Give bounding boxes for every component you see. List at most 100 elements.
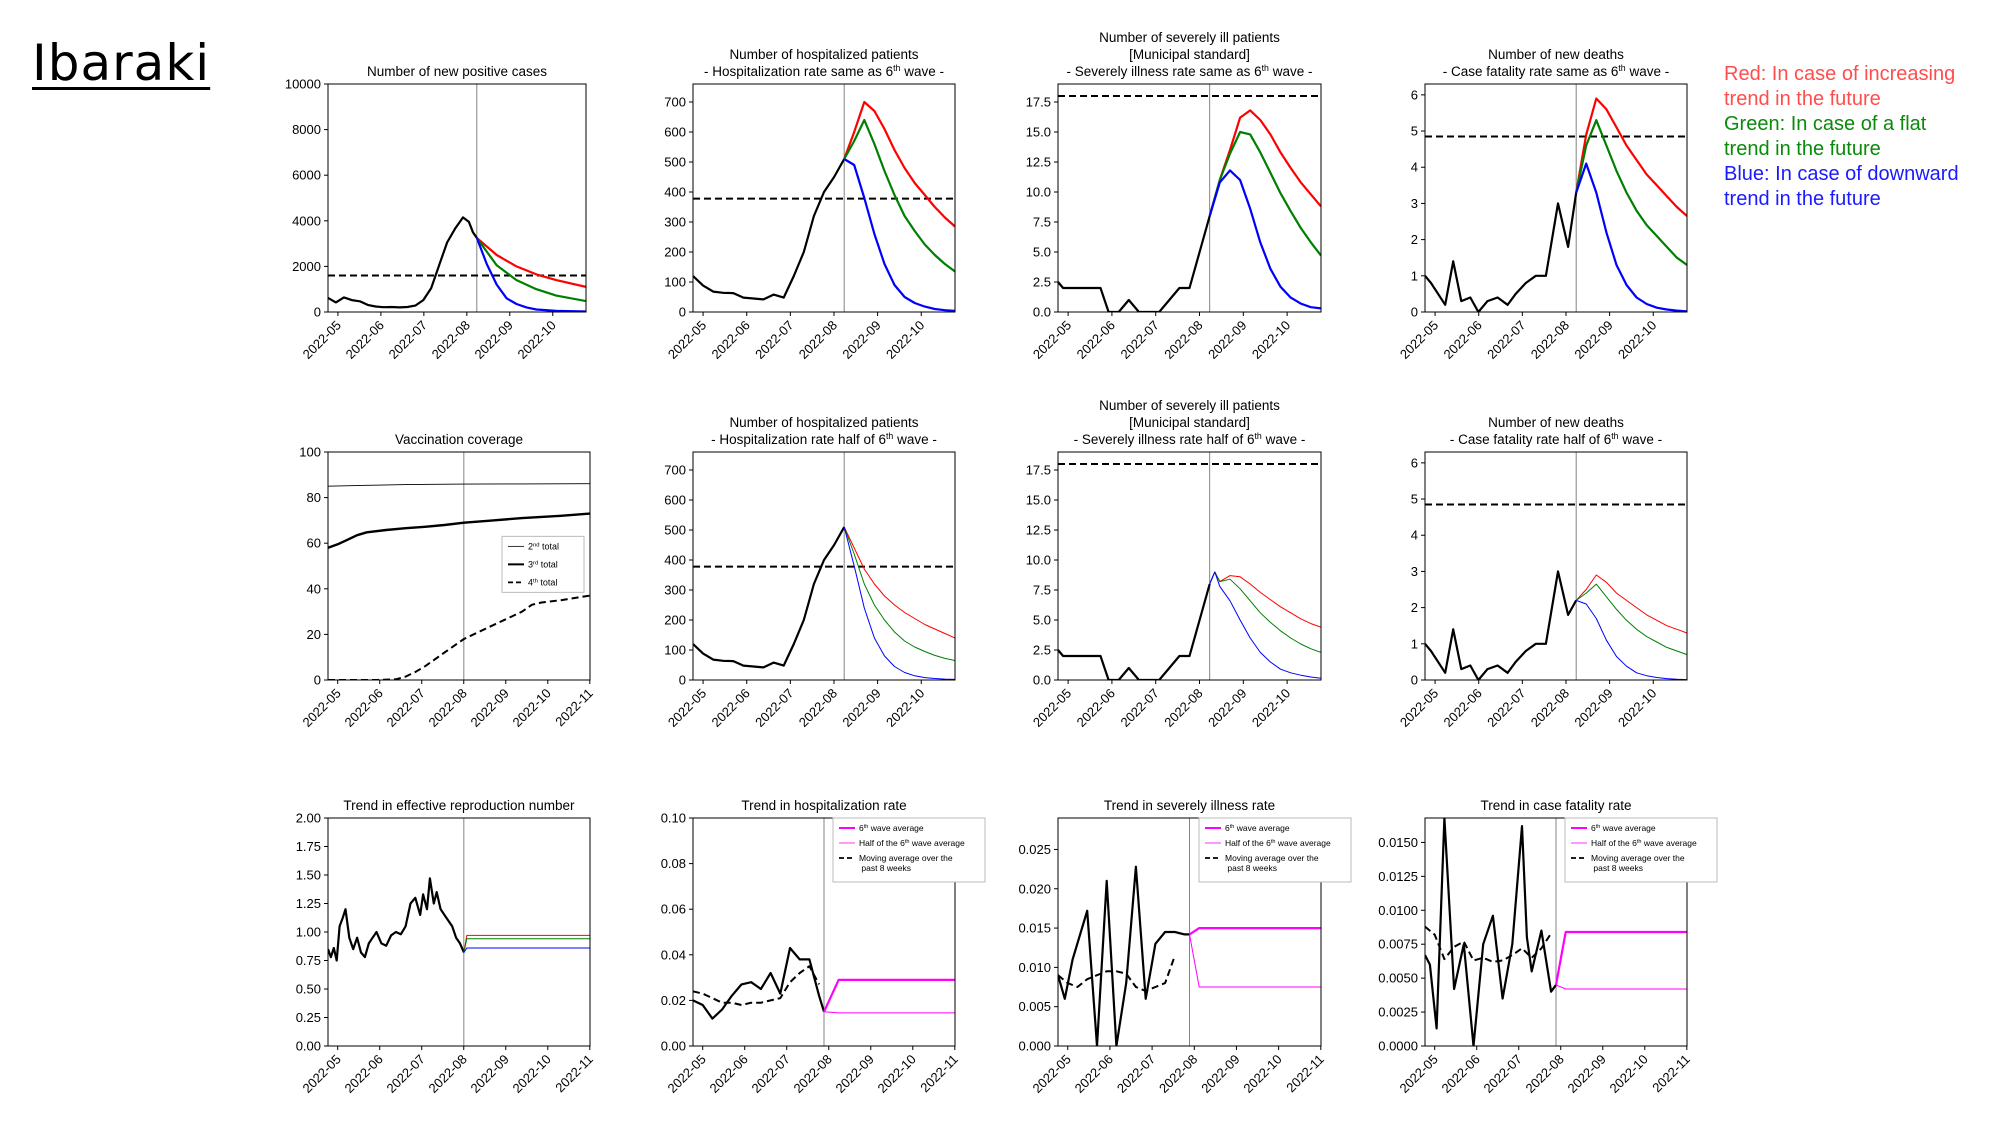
y-tick-label: 17.5 (1026, 463, 1051, 478)
x-tick-label: 2022-05 (1397, 318, 1441, 362)
y-tick-label: 0.0150 (1378, 835, 1418, 850)
chart-title-line: Number of severely ill patients (1099, 398, 1280, 413)
y-tick-label: 0.10 (661, 811, 686, 826)
x-tick-label: 2022-10 (1615, 686, 1659, 730)
x-tick-label: 2022-09 (468, 1052, 512, 1096)
series-line-red (463, 934, 590, 953)
plot-area (1425, 818, 1687, 1046)
x-tick-label: 2022-08 (796, 318, 840, 362)
y-tick-label: 0 (1411, 673, 1418, 688)
x-tick-label: 2022-07 (386, 318, 430, 362)
x-tick-label: 2022-10 (1607, 1052, 1651, 1096)
x-tick-label: 2022-08 (1523, 1052, 1567, 1096)
y-tick-label: 0 (314, 305, 321, 320)
series-line-black (1058, 215, 1211, 312)
series-line-black (1058, 583, 1211, 680)
y-tick-label: 0.0100 (1378, 903, 1418, 918)
y-tick-label: 200 (664, 613, 686, 628)
x-tick-label: 2022-08 (1528, 318, 1572, 362)
chart-title-line: Trend in severely illness rate (1104, 798, 1275, 813)
x-tick-label: 2022-07 (1117, 318, 1161, 362)
y-tick-label: 15.0 (1026, 125, 1051, 140)
series-line-green (1575, 583, 1687, 656)
x-tick-label: 2022-06 (1438, 1052, 1482, 1096)
legend-green-line-2: trend in the future (1724, 138, 1881, 160)
axes-frame (692, 83, 956, 313)
y-tick-label: 500 (664, 523, 686, 538)
x-tick-label: 2022-06 (1074, 686, 1118, 730)
y-tick-label: 0 (1411, 305, 1418, 320)
series-line-black (693, 946, 826, 1020)
x-tick-label: 2022-09 (1198, 1052, 1242, 1096)
y-tick-label: 2000 (292, 259, 321, 274)
chart-vacc: Vaccination coverage0204060801002022-052… (299, 432, 596, 730)
x-tick-label: 2022-07 (752, 686, 796, 730)
series-line-blue (843, 526, 955, 680)
x-tick-label: 2022-07 (384, 686, 428, 730)
x-tick-label: 2022-11 (917, 1052, 961, 1096)
chart-title-line: Number of new deaths (1488, 47, 1624, 62)
legend-label: Moving average over the past 8 weeks (1225, 853, 1319, 873)
y-tick-label: 7.5 (1033, 215, 1051, 230)
x-tick-label: 2022-08 (791, 1052, 835, 1096)
y-tick-label: 80 (307, 490, 321, 505)
series-line-black (328, 877, 465, 962)
y-tick-label: 0 (679, 673, 686, 688)
x-tick-label: 2022-07 (1484, 686, 1528, 730)
y-tick-label: 400 (664, 185, 686, 200)
chart-deathshalf: Number of new deaths- Case fatality rate… (1397, 415, 1688, 730)
legend-red-line-1: Red: In case of increasing (1724, 63, 1956, 85)
chart-rt: Trend in effective reproduction number 0.… (296, 798, 596, 1096)
y-tick-label: 0.04 (661, 947, 686, 962)
y-tick-label: 700 (664, 463, 686, 478)
scenario-legend: Red: In case of increasing trend in the … (1724, 62, 1959, 212)
legend-box (1198, 817, 1352, 883)
y-tick-label: 1.00 (296, 925, 321, 940)
chart-legend: 6th wave average Half of the 6th wave ave… (1198, 817, 1352, 883)
y-tick-label: 40 (307, 581, 321, 596)
y-tick-label: 0.005 (1018, 999, 1051, 1014)
y-tick-label: 700 (664, 95, 686, 110)
chart-title-line: Number of severely ill patients (1099, 30, 1280, 45)
plot-area (1425, 452, 1687, 680)
chart-legend: 6th wave average Half of the 6th wave ave… (832, 817, 986, 883)
chart-title-line: Trend in effective reproduction number (343, 798, 575, 813)
x-tick-label: 2022-10 (883, 686, 927, 730)
y-tick-label: 0 (314, 673, 321, 688)
series-line-blue (843, 158, 955, 312)
chart-deaths6: Number of new deaths- Case fatality rate… (1397, 47, 1688, 362)
chart-severehalf: Number of severely ill patients [Municipa… (1026, 398, 1322, 730)
series-line-red (843, 526, 955, 639)
chart-title-line: - Case fatality rate same as 6th wave - (1443, 63, 1669, 79)
series-line-magenta (1555, 984, 1687, 990)
chart-cases: Number of new positive cases 0 2000 4000 600… (285, 64, 587, 362)
y-tick-label: 5.0 (1033, 613, 1051, 628)
legend-box (1564, 817, 1718, 883)
y-tick-label: 1.25 (296, 896, 321, 911)
x-tick-label: 2022-10 (515, 318, 559, 362)
chart-title-line: Number of new deaths (1488, 415, 1624, 430)
y-tick-label: 500 (664, 155, 686, 170)
y-tick-label: 0.0000 (1378, 1039, 1418, 1054)
y-tick-label: 3 (1411, 196, 1418, 211)
y-tick-label: 12.5 (1026, 523, 1051, 538)
y-tick-label: 4 (1411, 160, 1418, 175)
plot-area (328, 452, 590, 680)
x-tick-label: 2022-06 (1440, 318, 1484, 362)
series-line-blue (463, 947, 590, 953)
chart-legend: 2nd total 3rd total 4th total (501, 535, 585, 593)
series-line-blue (1576, 599, 1687, 680)
series-line-magenta (1188, 926, 1321, 936)
axes-frame (327, 817, 591, 1047)
chart-title-line: - Case fatality rate half of 6th wave - (1450, 431, 1662, 447)
x-tick-label: 2022-05 (1030, 1052, 1074, 1096)
chart-hosphalf: Number of hospitalized patients- Hospita… (664, 415, 956, 730)
chart-sevrate: Trend in severely illness rate 0.000 0.005… (1018, 798, 1352, 1096)
y-tick-label: 5.0 (1033, 245, 1051, 260)
x-tick-label: 2022-07 (1117, 686, 1161, 730)
y-tick-label: 0.25 (296, 1010, 321, 1025)
chart-legend: 6th wave average Half of the 6th wave ave… (1564, 817, 1718, 883)
legend-label: 3rd total (528, 559, 558, 569)
y-tick-label: 10000 (285, 77, 321, 92)
x-tick-label: 2022-09 (1571, 686, 1615, 730)
